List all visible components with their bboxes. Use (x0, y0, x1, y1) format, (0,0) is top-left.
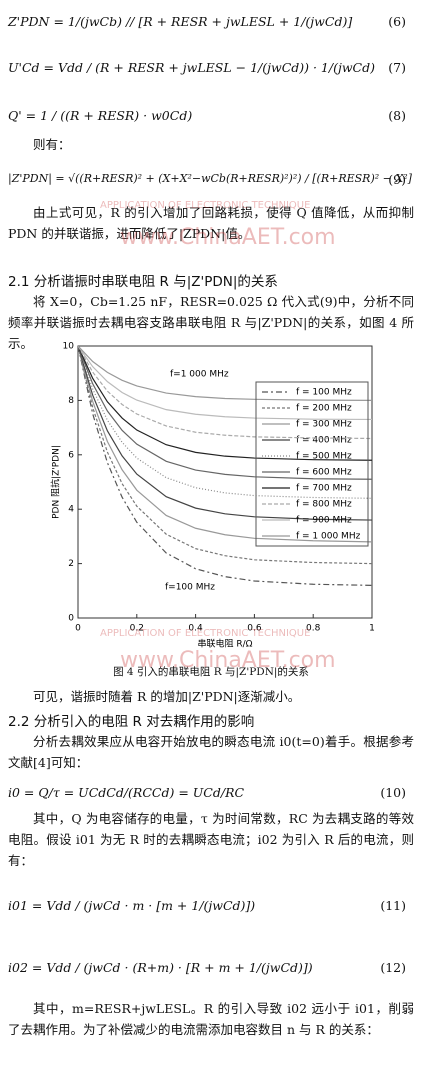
figure-caption: 图 4 引入的串联电阻 R 与|Z'PDN|的关系 (113, 666, 309, 678)
paragraph: 分析去耦效果应从电容开始放电的瞬态电流 i0(t=0)着手。根据参考文献[4]可… (8, 734, 414, 770)
x-tick-label: 0.8 (306, 624, 321, 634)
equation-number: (10) (380, 785, 406, 800)
series-line (78, 346, 372, 543)
y-tick-label: 0 (68, 614, 74, 624)
paragraph: 可见，谐振时随着 R 的增加|Z'PDN|逐渐减小。 (33, 689, 301, 704)
equation-number: (12) (380, 960, 406, 975)
x-tick-label: 1 (369, 624, 375, 634)
equation-text: |Z'PDN| = √((R+RESR)² + (X+X²−wCb(R+RESR… (8, 172, 412, 185)
series-line (78, 346, 372, 401)
y-tick-label: 2 (68, 559, 74, 569)
equation-number: (9) (388, 172, 406, 187)
legend-label: f = 300 MHz (296, 420, 352, 430)
x-tick-label: 0.4 (188, 624, 203, 634)
equation-text: Z'PDN = 1/(jwCb) // [R + RESR + jwLESL +… (8, 14, 353, 29)
series-line (78, 346, 372, 586)
section-heading: 2.2 分析引入的电阻 R 对去耦作用的影响 (8, 714, 255, 730)
y-tick-label: 10 (63, 342, 75, 352)
equation: U'Cd = Vdd / (R + RESR + jwLESL − 1/(jwC… (8, 60, 414, 75)
section-heading: 2.1 分析谐振时串联电阻 R 与|Z'PDN|的关系 (8, 274, 278, 290)
x-tick-label: 0.6 (247, 624, 262, 634)
series-line (78, 346, 372, 499)
x-tick-label: 0.2 (130, 624, 144, 634)
paragraph: 由上式可见，R 的引入增加了回路耗损，使得 Q 值降低，从而抑制 PDN 的并联… (8, 205, 414, 241)
equation: i0 = Q/τ = UCdCd/(RCCd) = UCd/RC (10) (8, 785, 414, 800)
paragraph: 则有： (33, 137, 71, 152)
paragraph: 其中，Q 为电容储存的电量，τ 为时间常数，RC 为去耦支路的等效电阻。假设 i… (8, 811, 414, 868)
legend-box (255, 381, 369, 547)
equation-number: (6) (388, 14, 406, 29)
x-tick-label: 0 (75, 624, 81, 634)
y-tick-label: 6 (68, 450, 74, 460)
equation-text: U'Cd = Vdd / (R + RESR + jwLESL − 1/(jwC… (8, 60, 375, 75)
legend-label: f = 200 MHz (296, 404, 352, 414)
series-line (78, 346, 372, 521)
equation: i02 = Vdd / (jwCd · (R+m) · [R + m + 1/(… (8, 960, 414, 975)
equation: i01 = Vdd / (jwCd · m · [m + 1/(jwCd)]) (… (8, 898, 414, 913)
watermark: www.ChinaAET.com (120, 225, 336, 250)
equation-number: (7) (388, 60, 406, 75)
watermark: APPLICATION OF ELECTRONIC TECHNIQUE (100, 200, 311, 211)
legend-label: f = 900 MHz (296, 516, 352, 526)
y-axis-label: PDN 阻抗|Z'PDN| (50, 445, 62, 519)
equation-number: (11) (380, 898, 406, 913)
equation-text: i0 = Q/τ = UCdCd/(RCCd) = UCd/RC (8, 785, 245, 800)
series-line (78, 346, 372, 421)
series-line (78, 346, 372, 480)
plot-area (77, 345, 373, 619)
legend-label: f = 100 MHz (296, 388, 352, 398)
equation-text: i02 = Vdd / (jwCd · (R+m) · [R + m + 1/(… (8, 960, 313, 975)
paragraph: 其中，m=RESR+jwLESL。R 的引入导致 i02 远小于 i01，削弱了… (8, 1001, 414, 1037)
equation-text: Q' = 1 / ((R + RESR) · w0Cd) (8, 108, 193, 123)
legend-label: f = 500 MHz (296, 452, 352, 462)
equation-text: i01 = Vdd / (jwCd · m · [m + 1/(jwCd)]) (8, 898, 256, 913)
series-line (78, 346, 372, 461)
legend-label: f = 1 000 MHz (296, 532, 361, 542)
series-line (78, 346, 372, 565)
legend-label: f = 800 MHz (296, 500, 352, 510)
equation: Q' = 1 / ((R + RESR) · w0Cd) (8) (8, 108, 414, 123)
paragraph: 将 X=0，Cb=1.25 nF，RESR=0.025 Ω 代入式(9)中，分析… (8, 294, 414, 351)
legend-label: f = 600 MHz (296, 468, 352, 478)
figure: 0 2 4 6 8 10 0 0.2 0.4 0.6 0.8 1 串联电阻 R/Ω PDN 阻抗|Z'PD… (50, 342, 375, 650)
watermark: www.ChinaAET.com (120, 648, 336, 673)
equation: Z'PDN = 1/(jwCb) // [R + RESR + jwLESL +… (8, 14, 414, 29)
equation: |Z'PDN| = √((R+RESR)² + (X+X²−wCb(R+RESR… (8, 172, 414, 187)
annotation: f=1 000 MHz (170, 369, 229, 379)
x-axis-label: 串联电阻 R/Ω (197, 638, 252, 650)
watermark: APPLICATION OF ELECTRONIC TECHNIQUE (100, 628, 311, 639)
y-tick-label: 4 (68, 505, 74, 515)
equation-number: (8) (388, 108, 406, 123)
legend-label: f = 700 MHz (296, 484, 352, 494)
series-line (78, 346, 372, 440)
y-tick-label: 8 (68, 396, 74, 406)
annotation: f=100 MHz (165, 582, 215, 592)
legend-label: f = 400 MHz (296, 436, 352, 446)
